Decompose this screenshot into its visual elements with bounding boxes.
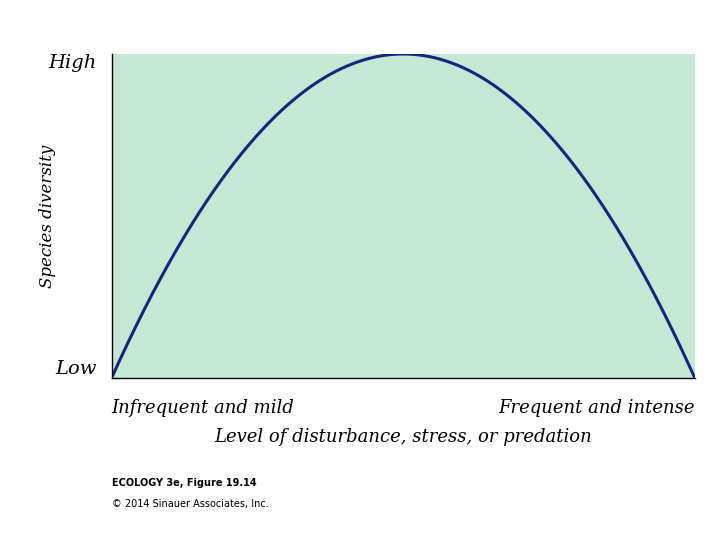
Text: Low: Low <box>55 360 97 378</box>
Text: Species diversity: Species diversity <box>39 144 56 288</box>
Text: Infrequent and mild: Infrequent and mild <box>112 399 294 417</box>
Text: High: High <box>49 54 97 72</box>
Text: Frequent and intense: Frequent and intense <box>498 399 695 417</box>
Text: © 2014 Sinauer Associates, Inc.: © 2014 Sinauer Associates, Inc. <box>112 500 269 510</box>
Text: Figure 19.14  The Intermediate Disturbance Hypothesis: Figure 19.14 The Intermediate Disturbanc… <box>6 13 431 28</box>
Text: ECOLOGY 3e, Figure 19.14: ECOLOGY 3e, Figure 19.14 <box>112 478 256 488</box>
Text: Level of disturbance, stress, or predation: Level of disturbance, stress, or predati… <box>215 428 592 446</box>
